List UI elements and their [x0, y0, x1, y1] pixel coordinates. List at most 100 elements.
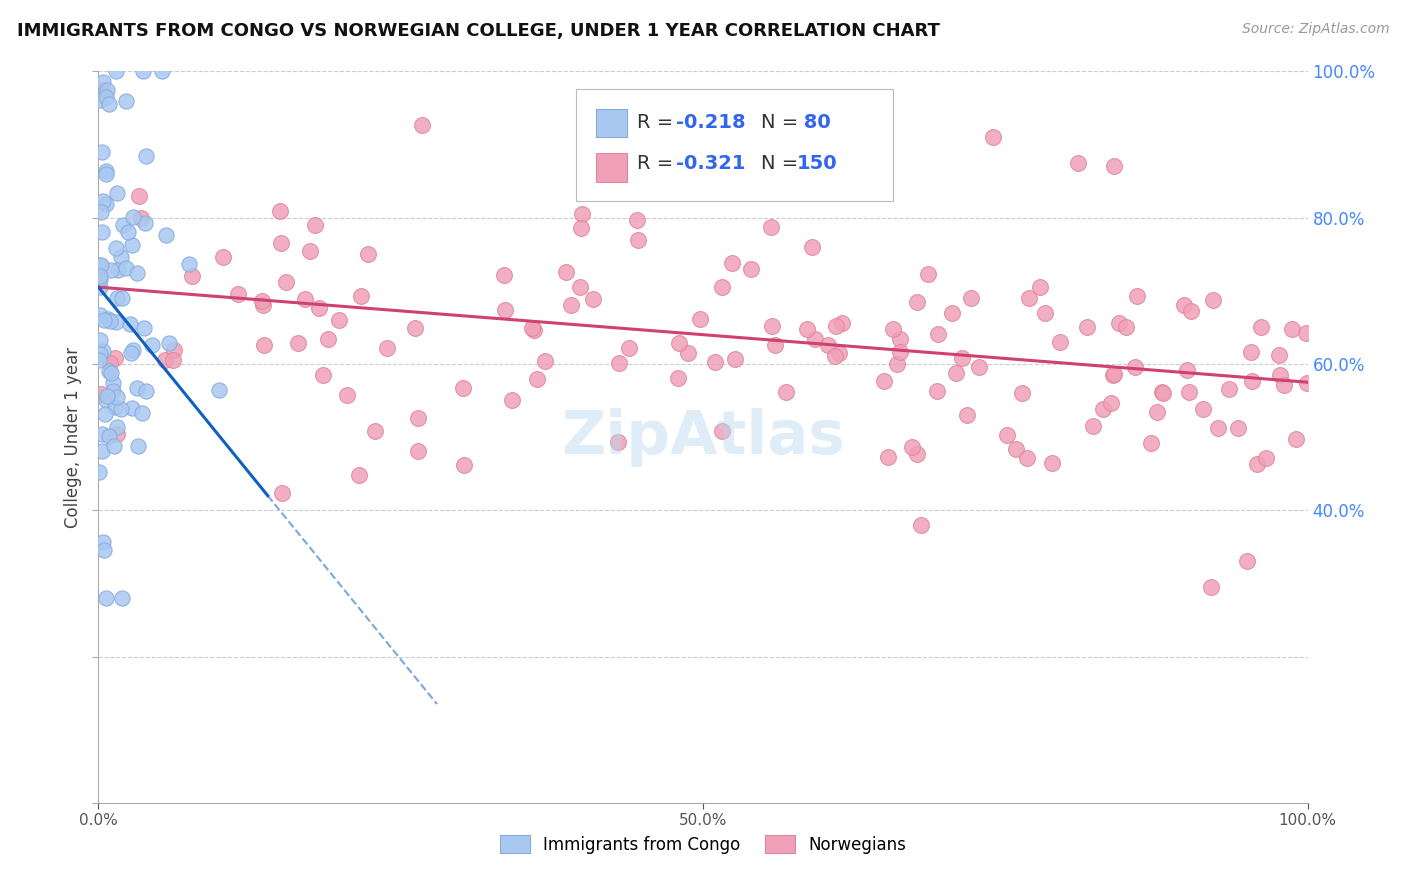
Point [1206, 421, 1229, 435]
Point [411, 118, 433, 132]
Point [105, 186, 128, 200]
Point [981, 130, 1004, 145]
Point [626, 213, 648, 227]
Point [91, 75, 114, 89]
Point [711, 424, 734, 438]
Point [568, 280, 591, 294]
Point [1202, 293, 1225, 307]
Point [98, 429, 121, 443]
Point [956, 409, 979, 423]
Point [1102, 367, 1125, 381]
Text: R =: R = [637, 154, 679, 173]
Point [294, 292, 316, 306]
Point [94, 167, 117, 181]
Point [817, 338, 839, 352]
Point [89, 347, 111, 361]
Point [91, 444, 114, 458]
Point [208, 383, 231, 397]
Point [901, 440, 924, 454]
Point [93, 312, 115, 326]
Point [1173, 298, 1195, 312]
Point [882, 322, 904, 336]
Point [1150, 384, 1173, 399]
Point [180, 269, 202, 284]
Point [97, 311, 120, 326]
Point [1081, 418, 1104, 433]
Point [1227, 421, 1250, 435]
Point [668, 335, 690, 350]
Point [98, 364, 121, 378]
Legend: Immigrants from Congo, Norwegians: Immigrants from Congo, Norwegians [494, 829, 912, 860]
Point [89, 94, 111, 108]
Point [889, 345, 911, 359]
Point [270, 235, 292, 250]
Point [89, 267, 111, 281]
Point [406, 444, 429, 458]
Point [357, 247, 380, 261]
Point [115, 260, 138, 275]
Point [824, 350, 846, 364]
Point [105, 291, 128, 305]
Point [104, 401, 127, 415]
Point [1040, 456, 1063, 470]
Point [162, 352, 184, 367]
Point [94, 407, 117, 421]
Point [111, 218, 134, 232]
Point [91, 83, 114, 97]
Point [91, 225, 114, 239]
Point [316, 332, 339, 346]
Point [1123, 360, 1146, 375]
Point [1017, 451, 1039, 466]
Point [121, 401, 143, 416]
Point [96, 83, 118, 97]
Point [1240, 344, 1263, 359]
Point [759, 219, 782, 234]
Point [110, 250, 132, 264]
Point [349, 468, 371, 483]
Point [328, 313, 350, 327]
Point [554, 265, 576, 279]
Point [269, 203, 291, 218]
Text: R =: R = [637, 113, 679, 132]
Point [115, 95, 138, 109]
Point [560, 298, 582, 312]
Point [828, 346, 851, 360]
Point [804, 332, 827, 346]
Point [89, 258, 111, 272]
Point [121, 237, 143, 252]
Point [131, 406, 153, 420]
Point [1076, 320, 1098, 334]
Point [127, 380, 149, 394]
Point [87, 465, 110, 479]
Point [666, 371, 689, 385]
Point [607, 356, 630, 370]
Point [910, 517, 932, 532]
Point [704, 355, 727, 369]
Point [1126, 288, 1149, 302]
Point [299, 244, 322, 258]
Point [721, 256, 744, 270]
Point [907, 294, 929, 309]
Point [711, 280, 734, 294]
Point [250, 294, 273, 309]
Point [1295, 326, 1317, 340]
Point [873, 374, 896, 388]
Point [404, 321, 426, 335]
Point [111, 291, 134, 305]
Point [212, 250, 235, 264]
Point [104, 64, 127, 78]
Text: ZipAtlas: ZipAtlas [561, 408, 845, 467]
Text: 150: 150 [797, 154, 838, 173]
Point [1267, 348, 1289, 362]
Point [494, 303, 516, 318]
Point [110, 401, 132, 416]
Point [105, 420, 128, 434]
Point [1180, 303, 1202, 318]
Point [155, 353, 177, 368]
Point [304, 218, 326, 232]
Point [91, 343, 114, 358]
Point [1099, 396, 1122, 410]
Point [995, 428, 1018, 442]
Point [831, 316, 853, 330]
Point [724, 352, 747, 367]
